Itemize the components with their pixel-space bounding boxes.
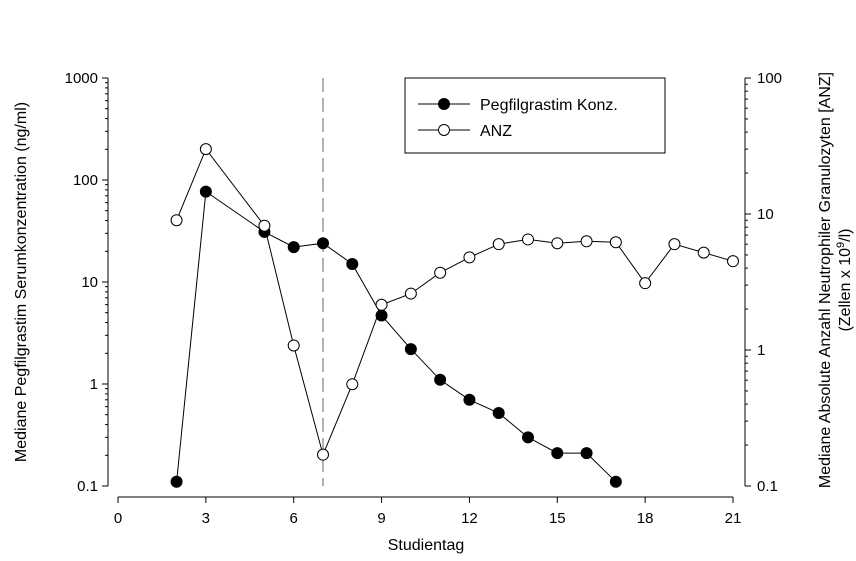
data-point-anz — [580, 235, 593, 248]
data-point-pegfilgrastim — [199, 185, 212, 198]
data-point-anz — [609, 236, 622, 249]
x-tick-label: 18 — [637, 510, 654, 527]
axes: 0 3 6 9 12 15 18 21 0.1 1 10 100 1000 0.1 1 10 100 — [65, 70, 782, 527]
data-point-pegfilgrastim — [170, 475, 183, 488]
data-point-anz — [551, 237, 564, 250]
x-tick-label: 3 — [202, 510, 210, 527]
data-point-pegfilgrastim — [375, 309, 388, 322]
y-right-unit-prefix: (Zellen x 10 — [837, 248, 854, 332]
legend-label-anz: ANZ — [480, 123, 512, 140]
data-point-pegfilgrastim — [346, 258, 359, 271]
data-point-pegfilgrastim — [551, 447, 564, 460]
data-point-pegfilgrastim — [404, 343, 417, 356]
data-point-anz — [639, 277, 652, 290]
data-point-anz — [170, 214, 183, 227]
data-point-anz — [463, 251, 476, 264]
x-tick-label: 15 — [549, 510, 566, 527]
y-right-unit-suffix: /l) — [837, 228, 854, 241]
x-tick-label: 0 — [114, 510, 122, 527]
data-point-pegfilgrastim — [317, 237, 329, 250]
y-right-unit-exponent: 9 — [835, 242, 847, 248]
data-point-anz — [346, 378, 359, 391]
series-line-pegfilgrastim — [176, 190, 617, 483]
x-tick-label: 9 — [377, 510, 385, 527]
y-right-tick-label: 0.1 — [757, 478, 778, 495]
x-tick-label: 21 — [725, 510, 742, 527]
legend-label-pegfilgrastim: Pegfilgrastim Konz. — [480, 97, 618, 114]
data-point-anz — [434, 266, 447, 279]
data-point-anz — [199, 143, 212, 156]
series-group — [170, 143, 739, 488]
data-point-anz — [727, 255, 739, 268]
x-axis-title: Studientag — [388, 537, 465, 554]
data-point-pegfilgrastim — [580, 447, 593, 460]
y-right-axis-unit: (Zellen x 109/l) — [835, 228, 854, 331]
data-point-anz — [375, 298, 388, 311]
x-tick-label: 6 — [290, 510, 298, 527]
data-point-pegfilgrastim — [522, 431, 534, 444]
y-right-tick-label: 10 — [757, 206, 774, 223]
data-point-anz — [287, 339, 300, 352]
data-point-pegfilgrastim — [463, 393, 476, 406]
series-line-anz — [176, 148, 734, 457]
y-right-tick-label: 100 — [757, 70, 782, 87]
y-left-tick-label: 0.1 — [77, 478, 98, 495]
legend: Pegfilgrastim Konz. ANZ — [404, 77, 666, 154]
data-point-pegfilgrastim — [434, 373, 447, 386]
y-left-tick-label: 10 — [81, 274, 98, 291]
data-point-anz — [492, 238, 505, 251]
y-left-tick-label: 1000 — [65, 70, 98, 87]
data-point-anz — [697, 246, 710, 259]
data-point-anz — [668, 238, 681, 251]
y-left-axis-title: Mediane Pegfilgrastim Serumkonzentration… — [13, 102, 30, 462]
data-point-anz — [522, 233, 534, 246]
data-point-anz — [404, 287, 417, 300]
data-point-pegfilgrastim — [287, 241, 300, 254]
y-right-tick-label: 1 — [757, 342, 765, 359]
legend-marker-anz — [438, 124, 450, 136]
data-point-anz — [258, 219, 271, 232]
data-point-pegfilgrastim — [609, 475, 622, 488]
legend-box — [404, 77, 666, 154]
data-point-anz — [317, 448, 329, 461]
x-tick-label: 12 — [461, 510, 478, 527]
y-left-tick-label: 1 — [90, 376, 98, 393]
legend-marker-pegfilgrastim — [438, 98, 450, 110]
y-right-axis-title: Mediane Absolute Anzahl Neutrophiler Gra… — [817, 72, 834, 488]
data-point-pegfilgrastim — [492, 406, 505, 419]
y-left-tick-label: 100 — [73, 172, 98, 189]
